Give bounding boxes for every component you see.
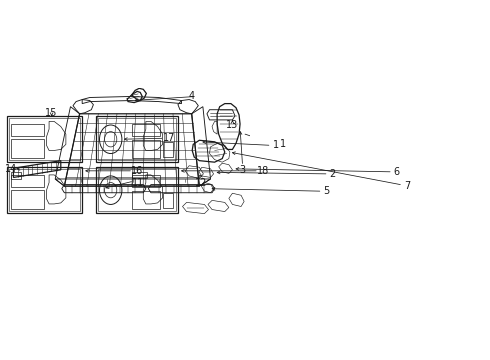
Text: 7: 7 — [404, 181, 410, 191]
Text: 2: 2 — [330, 169, 336, 179]
Bar — [163, 142, 173, 157]
Bar — [163, 193, 173, 208]
Text: 18: 18 — [257, 166, 269, 176]
Bar — [11, 175, 44, 186]
Text: 6: 6 — [394, 167, 400, 177]
Bar — [132, 191, 160, 209]
Bar — [98, 118, 176, 160]
Text: 15: 15 — [46, 108, 58, 118]
Bar — [132, 172, 147, 179]
Text: 16: 16 — [131, 166, 143, 176]
Bar — [132, 175, 160, 186]
Bar — [9, 169, 80, 211]
Bar — [97, 116, 178, 162]
Bar — [11, 190, 44, 209]
Bar — [7, 167, 82, 213]
Bar — [7, 116, 82, 162]
Text: 14: 14 — [5, 164, 17, 174]
Text: 1: 1 — [280, 139, 287, 149]
Bar — [9, 118, 80, 160]
Bar — [98, 169, 176, 211]
Bar — [132, 125, 160, 136]
Text: 11: 11 — [132, 177, 145, 188]
Bar — [11, 139, 44, 158]
Text: 5: 5 — [323, 186, 330, 196]
Bar — [97, 167, 178, 213]
Text: 1: 1 — [272, 140, 279, 150]
Bar — [11, 172, 21, 180]
Bar — [11, 125, 44, 136]
Text: 12: 12 — [195, 177, 208, 188]
Text: 13: 13 — [226, 120, 239, 130]
Bar — [132, 140, 160, 158]
Text: 3: 3 — [240, 165, 245, 175]
Text: 4: 4 — [189, 91, 195, 102]
Text: 17: 17 — [163, 133, 175, 143]
